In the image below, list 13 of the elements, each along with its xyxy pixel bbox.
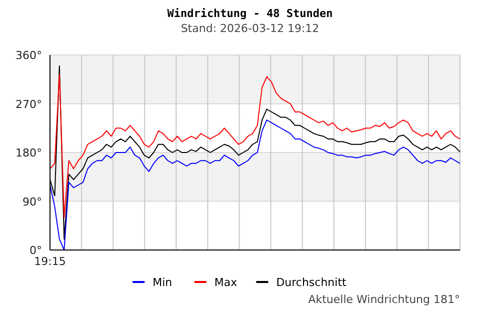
y-tick-label: 90°: [22, 195, 42, 208]
y-tick-label: 180°: [16, 146, 42, 160]
legend-label: Max: [214, 276, 238, 289]
text: Aktuelle Windrichtung 181°: [308, 293, 460, 306]
y-tick-label: 360°: [16, 49, 42, 62]
y-tick-label: 270°: [16, 98, 42, 111]
legend-label: Durchschnitt: [276, 276, 348, 289]
line-series: [50, 73, 460, 218]
y-tick-label: 0°: [30, 244, 42, 257]
x-tick-label: 19:15: [34, 255, 66, 268]
chart-title: Windrichtung - 48 Stunden: [167, 7, 333, 20]
chart-subtitle: Stand: 2026-03-12 19:12: [180, 22, 320, 35]
legend-label: Min: [152, 276, 172, 289]
